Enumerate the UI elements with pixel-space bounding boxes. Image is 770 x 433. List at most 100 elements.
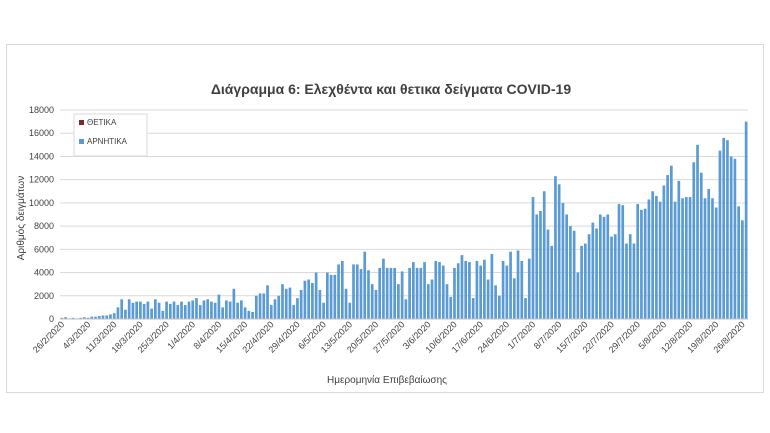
bar-negative	[729, 156, 733, 319]
bar-negative	[670, 165, 673, 319]
bar-negative	[142, 303, 146, 319]
y-tick-label: 8000	[34, 221, 54, 231]
bar-negative	[311, 283, 314, 319]
bar-negative	[228, 301, 232, 319]
bar-negative	[340, 260, 344, 319]
bar-negative	[666, 175, 669, 319]
bar-negative	[355, 264, 359, 319]
bar-negative	[696, 144, 699, 319]
bar-negative	[714, 207, 718, 319]
bar-negative	[258, 293, 262, 319]
bar-negative	[539, 211, 542, 319]
bar-negative	[557, 184, 561, 319]
bar-negative	[494, 285, 497, 319]
bar-negative	[483, 259, 486, 319]
bar-negative	[299, 289, 303, 319]
y-tick-label: 18000	[29, 105, 54, 115]
bar-negative	[172, 301, 176, 319]
bar-negative	[284, 288, 288, 319]
bar-negative	[202, 300, 206, 319]
bar-negative	[195, 298, 198, 319]
bar-negative	[741, 220, 744, 319]
bar-negative	[217, 294, 221, 319]
bar-negative	[247, 310, 251, 319]
grid	[60, 109, 748, 320]
bar-negative	[438, 262, 441, 319]
bar-negative	[479, 265, 482, 319]
bar-negative	[726, 140, 729, 319]
bar-negative	[370, 284, 374, 319]
bar-negative	[191, 300, 195, 319]
bar-negative	[542, 191, 546, 319]
bar-negative	[176, 305, 180, 319]
legend-label: ΑΡΝΗΤΙΚΑ	[87, 137, 128, 146]
bar-negative	[266, 285, 269, 319]
bar-negative	[412, 262, 415, 319]
bar-negative	[105, 315, 109, 319]
bar-negative	[688, 197, 692, 319]
bar-negative	[576, 272, 580, 319]
bar-negative	[243, 307, 247, 319]
bar-negative	[225, 300, 228, 319]
bar-negative	[546, 229, 550, 319]
bar-negative	[468, 262, 471, 319]
bar-negative	[322, 302, 325, 319]
bar-negative	[206, 299, 210, 319]
bar-negative	[94, 316, 97, 319]
bar-negative	[464, 260, 468, 319]
bar-negative	[501, 260, 505, 319]
bar-negative	[565, 214, 568, 319]
bar-negative	[617, 204, 621, 319]
bar-negative	[699, 172, 703, 319]
bar-negative	[554, 176, 557, 319]
bar-negative	[232, 288, 236, 319]
bar-negative	[640, 209, 643, 319]
bar-negative	[520, 260, 524, 319]
bar-negative	[527, 258, 531, 319]
y-tick-label: 4000	[34, 268, 54, 278]
bar-negative	[363, 251, 367, 319]
y-axis-ticks: 0 2000 4000 6000 8000 10000 12000 14000 16000 180…	[29, 105, 54, 324]
bar-negative	[449, 296, 453, 319]
bar-negative	[505, 265, 509, 319]
bar-negative	[460, 255, 464, 319]
bar-negative	[296, 298, 299, 319]
bar-negative	[456, 263, 460, 319]
bar-negative	[154, 299, 157, 319]
bar-negative	[109, 314, 112, 319]
bar-negative	[490, 253, 494, 319]
bar-negative	[135, 301, 138, 319]
bar-negative	[389, 267, 393, 319]
bar-negative	[744, 121, 748, 319]
bar-negative	[348, 302, 352, 319]
bar-negative	[393, 267, 396, 319]
bar-negative	[210, 301, 213, 319]
bar-negative	[613, 234, 617, 319]
bar-negative	[71, 317, 75, 319]
bar-negative	[711, 198, 714, 319]
bar-negative	[101, 315, 105, 319]
bar-negative	[79, 317, 82, 319]
bar-negative	[692, 162, 696, 319]
bar-negative	[161, 310, 165, 319]
bar-negative	[673, 201, 677, 319]
bar-negative	[168, 303, 172, 319]
x-axis-label: Ημερομηνία Επιβεβαίωσης	[327, 374, 447, 386]
bar-negative	[636, 204, 640, 319]
bar-negative	[658, 201, 662, 319]
bar-negative	[329, 274, 333, 319]
bar-negative	[475, 260, 479, 319]
bar-negative	[120, 299, 124, 319]
bar-negative	[602, 216, 606, 319]
bar-negative	[127, 299, 131, 319]
bar-negative	[591, 222, 595, 319]
bar-negative	[333, 274, 337, 319]
bar-negative	[262, 293, 266, 319]
bar-negative	[303, 280, 307, 319]
bar-negative	[359, 269, 363, 319]
bar-negative	[441, 265, 445, 319]
bar-negative	[318, 289, 322, 319]
y-tick-label: 12000	[29, 175, 54, 185]
bar-negative	[584, 243, 587, 319]
bar-negative	[587, 234, 591, 319]
